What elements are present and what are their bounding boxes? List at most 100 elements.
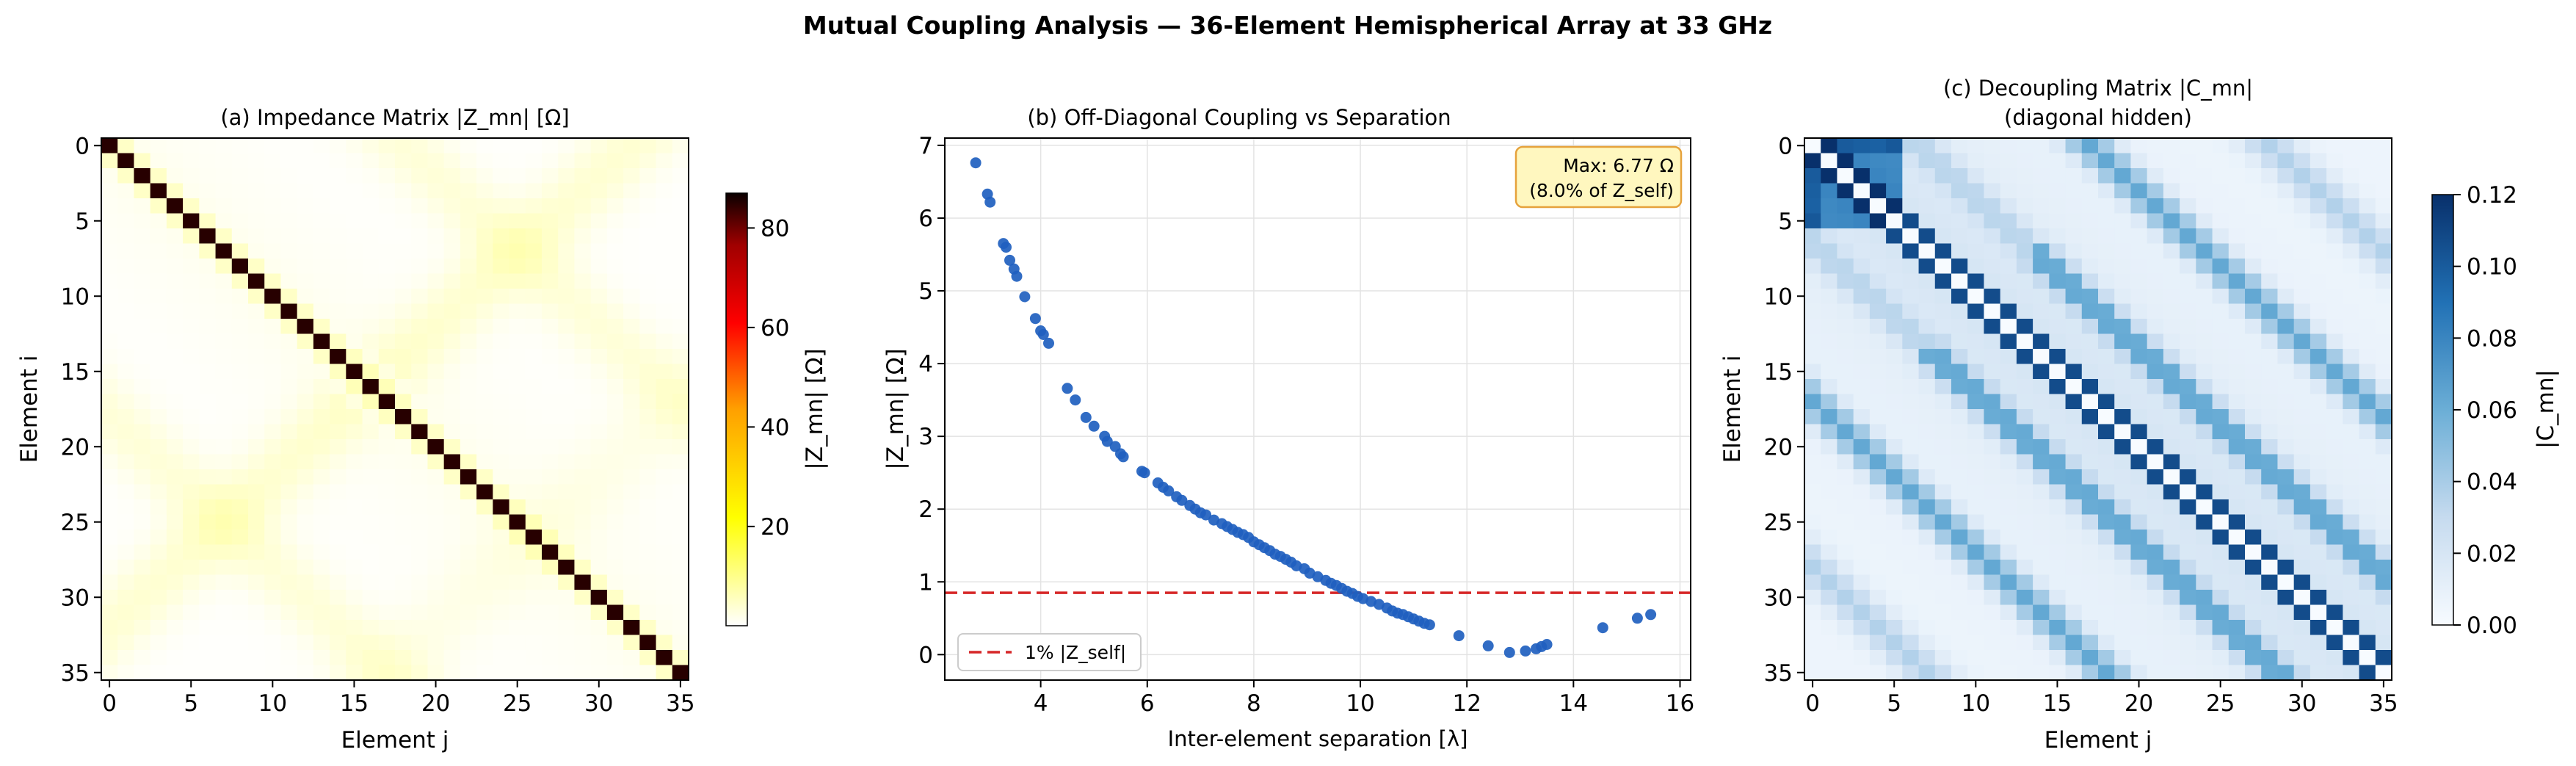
panel-c-cell: [2098, 319, 2115, 335]
panel-c-cell: [2212, 333, 2229, 350]
panel-b-point: [1200, 509, 1212, 521]
panel-c-cell: [1853, 364, 1871, 380]
panel-b-ytick-label: 5: [918, 278, 933, 305]
panel-a-cell: [590, 439, 608, 455]
panel-a-cell: [623, 590, 640, 606]
panel-a-cell: [395, 590, 412, 606]
panel-a-cell: [313, 620, 330, 636]
panel-c-cell: [1837, 213, 1854, 229]
panel-c-cell: [2343, 424, 2360, 440]
panel-a-cell: [199, 273, 217, 289]
panel-c-cell: [2033, 439, 2050, 455]
panel-a-cell: [199, 303, 217, 319]
panel-a-cell: [542, 590, 559, 606]
panel-a-cell: [427, 409, 445, 425]
panel-c-cell: [2098, 303, 2115, 319]
panel-c-cell: [2245, 243, 2262, 259]
panel-c-cell: [2065, 273, 2083, 289]
panel-c-cell: [2261, 544, 2279, 560]
panel-a-cell: [525, 650, 543, 666]
panel-c-cell: [2000, 409, 2017, 425]
panel-c-cell: [2212, 168, 2229, 184]
panel-a-cell: [378, 168, 396, 184]
panel-a-cell: [313, 454, 330, 470]
panel-a-cell: [166, 138, 184, 154]
panel-c-cell: [2293, 138, 2311, 154]
panel-a-cell: [460, 333, 477, 350]
panel-a-cell: [150, 620, 167, 636]
panel-a-cell: [476, 289, 493, 305]
panel-c-cell: [2098, 409, 2115, 425]
panel-c-cell: [1821, 273, 1838, 289]
panel-b-point: [1080, 411, 1092, 423]
panel-a-cell: [280, 560, 298, 576]
panel-a-cell: [493, 409, 510, 425]
panel-c-xlabel: Element j: [2045, 727, 2152, 754]
panel-c-cell: [2114, 289, 2132, 305]
panel-c-cell: [2000, 243, 2017, 259]
panel-a-cell: [574, 484, 592, 500]
panel-a-cell: [509, 530, 526, 546]
panel-a-cell: [101, 514, 118, 530]
panel-c-cell: [1869, 213, 1887, 229]
panel-a-cell: [509, 484, 526, 500]
panel-c-cell: [2343, 379, 2360, 395]
panel-b-point: [1101, 436, 1113, 447]
panel-a-cell: [493, 560, 510, 576]
panel-c-cell: [2049, 484, 2067, 500]
panel-c-cell: [2049, 650, 2067, 666]
panel-a-colorbar: [725, 192, 748, 626]
panel-c-cell: [1837, 574, 1854, 590]
panel-a-cell: [590, 333, 608, 350]
panel-c-cell: [1804, 544, 1821, 560]
panel-c-cell: [2375, 439, 2392, 455]
panel-c-cell: [2000, 273, 2017, 289]
panel-c-cell: [1967, 289, 1985, 305]
panel-a-cell: [231, 183, 249, 199]
panel-c-cell: [2049, 183, 2067, 199]
panel-c-cell: [2326, 153, 2343, 169]
panel-a-cell: [313, 499, 330, 516]
panel-a-cell: [639, 650, 657, 666]
panel-a-cell: [362, 243, 380, 259]
panel-c-cell: [2277, 289, 2295, 305]
panel-c-cell: [2228, 303, 2246, 319]
panel-c-cell: [2098, 138, 2115, 154]
panel-c-cell: [2343, 364, 2360, 380]
panel-c-cell: [2196, 560, 2213, 576]
panel-a-cell: [166, 469, 184, 485]
panel-a-cell: [362, 364, 380, 380]
panel-a-cell: [199, 198, 217, 214]
panel-c-cell: [1934, 424, 1952, 440]
panel-a-cell: [150, 574, 167, 590]
panel-a-cell: [134, 289, 151, 305]
panel-c-cell: [2293, 183, 2311, 199]
panel-a-cell: [117, 439, 135, 455]
panel-c-cell: [2065, 259, 2083, 275]
panel-c-cell: [2130, 349, 2148, 365]
panel-a-cell: [476, 560, 493, 576]
panel-a-cell: [525, 168, 543, 184]
panel-a-cell: [427, 138, 445, 154]
panel-a-cell: [525, 665, 543, 681]
panel-c-cell: [2359, 259, 2376, 275]
panel-c-cell: [2261, 289, 2279, 305]
panel-c-cell: [1918, 168, 1936, 184]
panel-a-cell: [656, 364, 673, 380]
panel-c-cell: [2065, 665, 2083, 681]
panel-c-colorbar-tick-label: 0.10: [2467, 254, 2517, 281]
panel-a-cell: [623, 394, 640, 410]
panel-b-point: [1645, 609, 1657, 621]
panel-a-cell: [542, 364, 559, 380]
panel-c-cell: [1869, 469, 1887, 485]
panel-a-cell: [231, 439, 249, 455]
panel-c-cell: [1951, 333, 1968, 350]
panel-b-title: (b) Off-Diagonal Coupling vs Separation: [1027, 105, 1451, 130]
panel-c-cell: [2277, 530, 2295, 546]
panel-c-cell: [1918, 213, 1936, 229]
panel-a-cell: [656, 138, 673, 154]
panel-c-cell: [2114, 620, 2132, 636]
panel-a-cell: [166, 514, 184, 530]
panel-a-cell: [134, 560, 151, 576]
panel-a-cell: [558, 499, 576, 516]
